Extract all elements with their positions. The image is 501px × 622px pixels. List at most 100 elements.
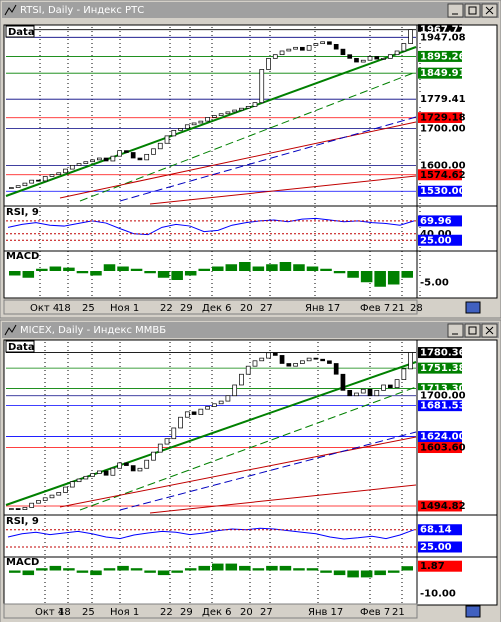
candle	[225, 395, 231, 402]
trend-red-low	[149, 484, 417, 514]
value-label: 1713.30	[420, 384, 466, 395]
value-box	[418, 50, 462, 62]
x-label: Ноя 1	[110, 607, 139, 618]
x-label: 29	[180, 607, 193, 618]
candle	[56, 172, 62, 175]
macd-bar	[90, 570, 102, 576]
macd-bar	[252, 266, 265, 271]
macd-bar	[306, 266, 319, 271]
macd-bar	[401, 271, 413, 278]
candle	[191, 122, 197, 126]
macd-bar	[333, 271, 346, 274]
macd-bar	[49, 266, 62, 271]
macd-bar	[347, 271, 359, 278]
macd-bar	[360, 271, 373, 283]
macd-bar	[63, 267, 75, 271]
candle	[374, 56, 380, 60]
rsi-panel	[3, 205, 418, 252]
candle	[83, 161, 89, 164]
trend-blue	[119, 431, 417, 511]
macd-bar	[90, 271, 102, 276]
macd-bar	[157, 570, 170, 576]
candle	[184, 411, 190, 418]
candle	[252, 102, 258, 107]
candle	[124, 462, 129, 466]
x-label: 28	[410, 303, 423, 314]
value-label: -5.00	[420, 277, 449, 288]
minimize-button[interactable]	[447, 3, 464, 18]
candle	[29, 179, 35, 184]
candle	[212, 403, 217, 407]
x-label: Янв 17	[305, 303, 340, 314]
rsi-title: RSI, 9	[6, 207, 39, 218]
candle	[327, 41, 332, 45]
candle	[76, 478, 82, 483]
candle	[130, 465, 136, 472]
candle	[293, 363, 298, 367]
candle	[300, 46, 305, 51]
candle	[63, 486, 68, 493]
value-label: 1574.62	[420, 170, 466, 181]
candle	[22, 507, 28, 510]
candle	[320, 41, 325, 44]
macd-bar	[76, 271, 89, 274]
candle	[198, 408, 204, 415]
macd-bar	[306, 568, 319, 571]
value-box	[418, 122, 462, 134]
macd-bar	[117, 565, 129, 571]
macd-bar	[130, 268, 143, 271]
macd-bar	[198, 268, 210, 271]
candle	[266, 58, 271, 70]
candle	[306, 357, 312, 362]
data-tag-bg	[5, 25, 35, 38]
x-label: Окт 4	[35, 607, 64, 618]
macd-bar	[225, 264, 238, 271]
value-label: 1967.77	[420, 25, 466, 36]
candle	[144, 153, 150, 161]
minimize-button[interactable]	[447, 323, 464, 338]
candle	[49, 494, 55, 499]
candle	[110, 467, 116, 476]
x-label: Ноя 1	[110, 303, 139, 314]
candle	[29, 502, 35, 508]
candle	[178, 416, 183, 429]
value-label: 1779.41	[420, 94, 466, 105]
macd-bar	[225, 563, 238, 571]
candle	[313, 357, 319, 360]
macd-bar	[9, 570, 21, 573]
candle	[178, 128, 183, 131]
value-box	[418, 362, 462, 374]
value-box	[418, 234, 462, 246]
candle	[90, 159, 95, 163]
macd-bar	[171, 271, 183, 280]
value-label: 1494.82	[420, 501, 466, 512]
candle	[171, 427, 177, 440]
macd-bar	[144, 570, 156, 573]
value-label: 40.00	[420, 229, 452, 240]
candle	[245, 365, 251, 375]
settings-button[interactable]	[465, 301, 481, 314]
value-box	[418, 67, 462, 79]
value-box	[418, 112, 462, 124]
candle	[110, 155, 116, 162]
macd-bar	[144, 271, 156, 274]
candle	[374, 390, 380, 397]
candle	[9, 187, 14, 189]
value-box	[418, 185, 462, 197]
candle	[90, 473, 95, 477]
value-box	[418, 442, 462, 454]
maximize-button[interactable]	[464, 323, 481, 338]
candle	[205, 406, 210, 410]
settings-button[interactable]	[465, 605, 481, 618]
value-box	[418, 93, 462, 105]
x-label: Окт 4	[30, 303, 59, 314]
value-label: 68.14	[420, 525, 452, 536]
macd-bar	[293, 264, 305, 271]
data-tag: Data	[8, 342, 35, 353]
maximize-button[interactable]	[464, 3, 481, 18]
macd-bar	[333, 570, 346, 576]
value-box	[418, 24, 462, 36]
value-label: 1700.00	[420, 391, 466, 402]
macd-bar	[374, 570, 386, 576]
candle	[117, 462, 123, 469]
